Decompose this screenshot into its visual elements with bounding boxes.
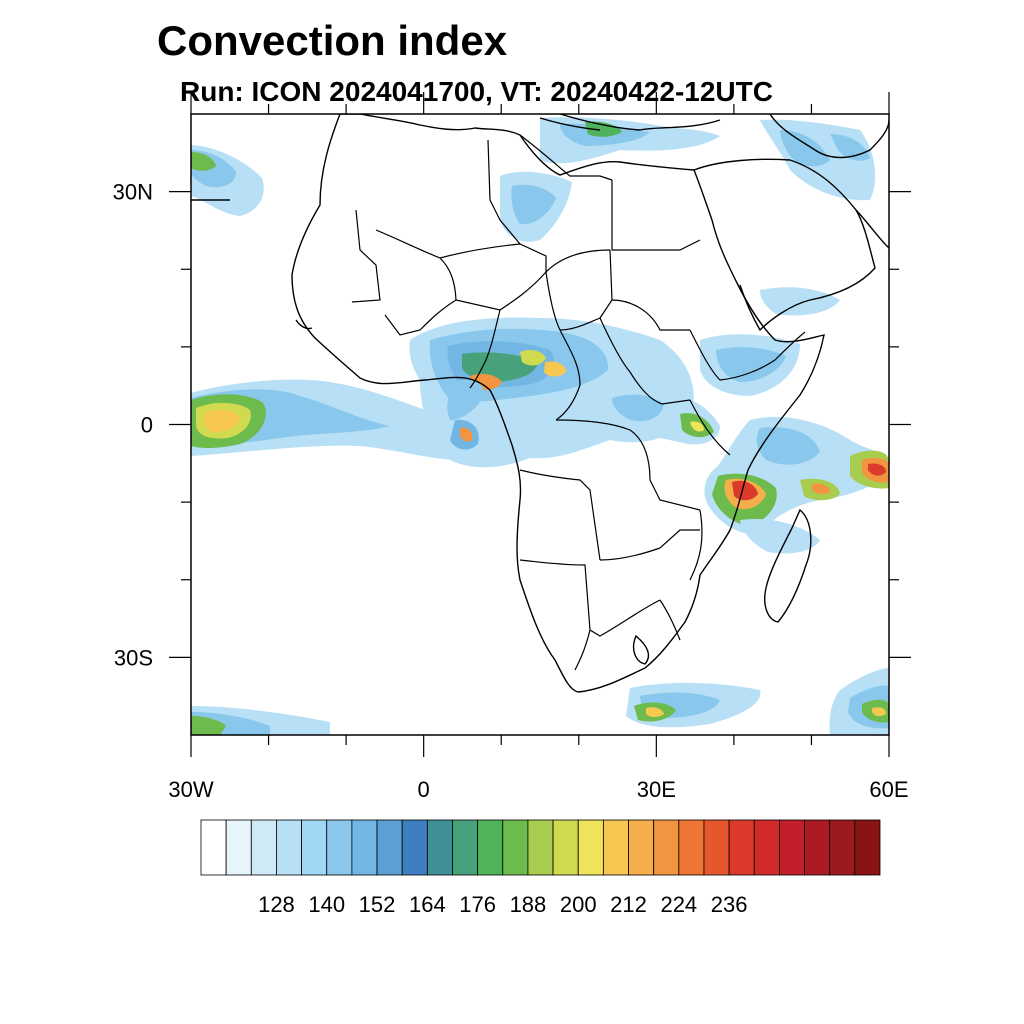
colorbar-swatch [326,819,353,876]
colorbar-swatch [502,819,529,876]
colorbar-swatch [426,819,453,876]
chart-title: Convection index [157,17,508,64]
lon-label: 30E [637,777,676,802]
colorbar-swatch [477,819,504,876]
colorbar-label: 236 [711,892,748,917]
iberia-coast [191,117,601,201]
lat-label: 30S [114,645,153,670]
colorbar-swatch [577,819,604,876]
latitude-labels: 30N 0 30S [113,180,153,671]
colorbar-swatch [552,819,579,876]
lon-label: 60E [869,777,908,802]
colorbar-label: 224 [660,892,697,917]
colorbar-swatch [301,819,328,876]
colorbar-swatch [703,819,730,876]
colorbar-label: 152 [359,892,396,917]
colorbar-label: 164 [409,892,446,917]
colorbar-swatch [376,819,403,876]
colorbar-swatch [250,819,277,876]
shade-hotspot-tanzania [732,480,758,501]
colorbar-swatch [200,819,227,876]
colorbar-swatch [829,819,856,876]
colorbar-swatch [452,819,479,876]
colorbar-labels: 128 140 152 164 176 188 200 212 224 236 [258,892,747,917]
country-borders [351,134,806,671]
lat-label: 30N [113,180,153,205]
colorbar-swatch [653,819,680,876]
madagascar-coast [764,508,812,623]
lat-label: 0 [141,413,153,438]
colorbar-label: 128 [258,892,295,917]
colorbar-swatch [276,819,302,876]
colorbar-swatch [804,819,831,876]
colorbar [200,819,881,876]
colorbar-label: 212 [610,892,647,917]
europe-coast [559,114,721,131]
colorbar-label: 140 [308,892,345,917]
colorbar-swatch [602,819,629,876]
arabia-coast [693,158,876,332]
colorbar-swatch [527,819,554,876]
colorbar-swatch [753,819,780,876]
colorbar-swatch [728,819,755,876]
chart-subtitle: Run: ICON 2024041700, VT: 20240422-12UTC [180,76,773,107]
colorbar-label: 188 [510,892,547,917]
colorbar-label: 200 [560,892,597,917]
colorbar-swatch [678,819,705,876]
map-area [191,114,889,735]
convection-shading [191,117,889,735]
colorbar-swatch [401,819,428,876]
africa-coastline [291,114,825,693]
colorbar-swatch [351,819,378,876]
colorbar-label: 176 [459,892,496,917]
colorbar-swatch [854,819,881,876]
coastlines [191,114,889,693]
colorbar-swatch [225,819,252,876]
colorbar-swatch [628,819,655,876]
lon-label: 30W [168,777,213,802]
axis-ticks [169,92,911,757]
longitude-labels: 30W 0 30E 60E [168,777,908,802]
colorbar-swatch [779,819,805,876]
lon-label: 0 [418,777,430,802]
